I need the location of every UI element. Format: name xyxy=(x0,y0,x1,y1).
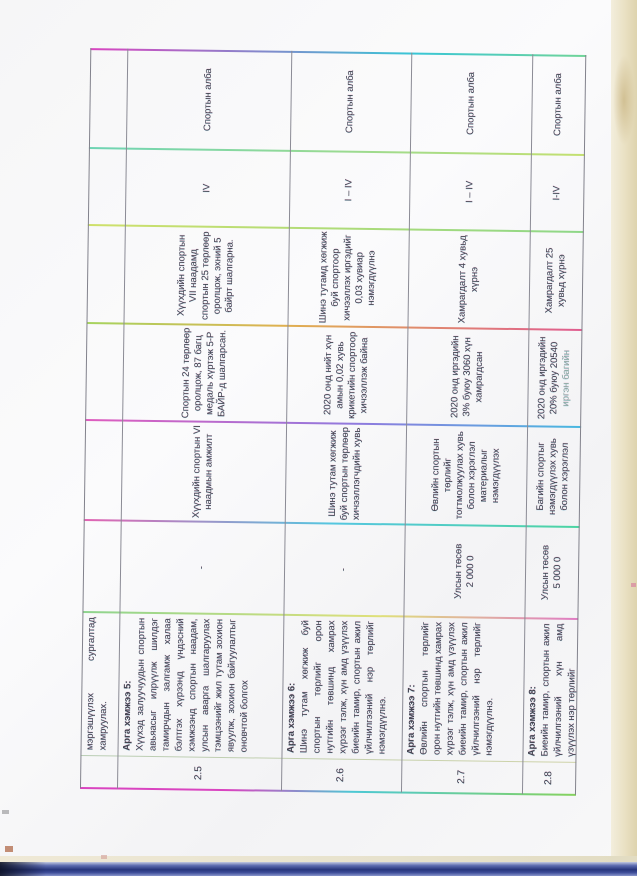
rotated-action-plan-table: мэргэшүүлэх сургалтад хамруулах. 2.5 Арг… xyxy=(79,48,587,796)
cell-budget: Улсын төсөв 5 000 0 xyxy=(524,526,579,619)
cell-agency: Спортын алба xyxy=(202,68,215,132)
cell-baseline: 2020 онд нийт хүн амын 0,02 хувь крикети… xyxy=(322,331,371,419)
cell-agency: Спортын алба xyxy=(552,73,565,137)
measure-heading: Арга хэмжээ 5: xyxy=(121,680,134,751)
cell-period: I – IV xyxy=(463,180,476,204)
scan-speck xyxy=(101,855,107,859)
cell-measure: Арга хэмжээ 8: Биеийн тамир, спортын ажил… xyxy=(522,618,578,762)
measure-heading: Арга хэмжээ 7: xyxy=(405,684,418,755)
baseline-faded-text: иргэн багийн xyxy=(560,349,573,407)
measure-text: Биеийн тамир, спортын ажил үйлчилгээний … xyxy=(539,623,578,757)
measure-text: Шинэ тутам хөгжиж буй спортын төрлийг ор… xyxy=(298,620,389,755)
scan-strip-bottom-cream xyxy=(0,856,637,862)
baseline-text: 2020 онд иргэдийн 20% буюу 20540 xyxy=(536,336,561,420)
measure-text: мэргэшүүлэх сургалтад хамруулах. xyxy=(84,617,110,751)
budget-source: Улсын төсөв xyxy=(539,544,552,601)
measure-text: Өвлийн спортын төрлийг орон нутгийн төвш… xyxy=(418,621,496,756)
cell-no: 2.5 xyxy=(193,766,205,781)
cell-baseline: 2020 онд иргэдийн 20% буюу 20540 иргэн б… xyxy=(527,329,582,427)
cell-budget: - xyxy=(338,568,350,572)
cell-baseline: Спортын 24 төрлөөр оролцож, 87 багц меда… xyxy=(180,327,229,419)
budget-amount: 5 000 0 xyxy=(551,556,564,589)
cell-target: Хамрагдалт 25 хувьд хүрнэ xyxy=(543,247,568,314)
cell-indicator: Багийн спортыг нэмэгдүүлэх хувь болон хэ… xyxy=(534,438,571,516)
scan-speck xyxy=(2,810,9,814)
scan-strip-bottom-shadow xyxy=(0,862,46,876)
cell-target: Шинэ тутамд хөгжиж буй спортоор хичээллэ… xyxy=(317,231,378,324)
cell-period: IV xyxy=(201,183,213,193)
cell-no: 2.6 xyxy=(335,768,347,783)
scan-speck xyxy=(631,583,636,587)
cell-period: I-IV xyxy=(551,185,563,201)
cell-budget: - xyxy=(196,566,208,570)
measure-text: Хүүхэд залуучуудын спортын авьяасыг илрү… xyxy=(134,617,251,753)
cell-agency: Спортын алба xyxy=(344,70,357,134)
budget-source: Улсын төсөв xyxy=(452,543,464,599)
cell-agency: Спортын алба xyxy=(464,71,477,135)
cell-measure: Арга хэмжээ 7: Өвлийн спортын төрлийг оро… xyxy=(401,616,524,761)
scan-page-right-edge xyxy=(611,0,637,876)
cell-measure: Арга хэмжээ 5: Хүүхэд залуучуудын спортын… xyxy=(117,613,283,758)
cell-target: Хамрагдалт 4 хувьд хүрнэ xyxy=(456,235,480,324)
cell-no: 2.8 xyxy=(543,771,555,786)
cell-budget: Улсын төсөв 2 000 0 xyxy=(403,525,525,619)
measure-heading: Арга хэмжээ 8: xyxy=(526,686,539,757)
cell-indicator: Өвлийн спортын төрлийг тогтмолжуулах хув… xyxy=(429,431,502,520)
cell-target: Хүүхдийн спортын VII наадамд спортын 25 … xyxy=(175,231,236,321)
cell-period: I – IV xyxy=(343,179,355,202)
scan-stain xyxy=(613,55,635,145)
cell-baseline: 2020 онд иргэдийн 3% буюу 3060 хүн хамра… xyxy=(448,335,485,419)
scan-speck xyxy=(5,846,13,852)
scan-strip-bottom-blue xyxy=(0,862,637,876)
measure-heading: Арга хэмжээ 6: xyxy=(285,682,298,754)
cell-indicator: Хүүхдийн спортын VI наадмын амжилт xyxy=(190,425,215,519)
cell-indicator: Шинэ тутам хөгжиж буй спортын төрлөөр хи… xyxy=(326,426,364,521)
cell-no: 2.7 xyxy=(455,769,467,784)
cell-measure-carryover: мэргэшүүлэх сургалтад хамруулах. xyxy=(80,612,119,756)
cell-measure: Арга хэмжээ 6: Шинэ тутам хөгжиж буй спор… xyxy=(281,615,403,760)
budget-amount: 2 000 0 xyxy=(464,555,476,588)
